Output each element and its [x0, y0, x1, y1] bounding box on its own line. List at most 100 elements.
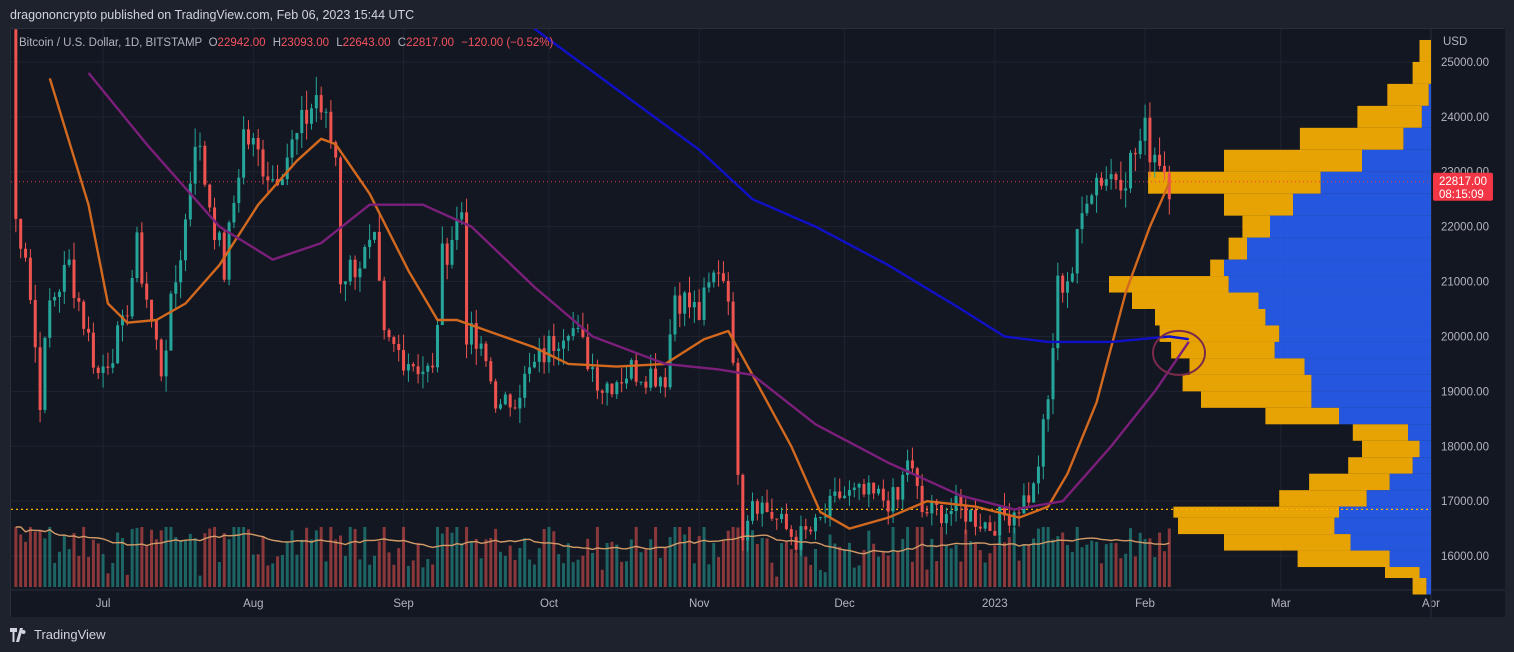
volume-bar	[528, 559, 532, 587]
candle-body	[1095, 177, 1099, 196]
volume-bar	[140, 527, 144, 587]
volume-bar	[794, 553, 798, 587]
volume-bar	[217, 562, 221, 587]
footer-brand[interactable]: TradingView	[10, 627, 106, 642]
candle-body	[82, 301, 86, 329]
volume-bar	[174, 536, 178, 587]
candle-body	[28, 257, 32, 300]
volume-bar	[862, 550, 866, 587]
volume-bar	[1114, 543, 1118, 587]
candle-body	[973, 510, 977, 527]
open-label: O	[208, 37, 218, 49]
volume-profile-up-bar	[1389, 473, 1431, 491]
candle-body	[392, 337, 396, 344]
currency-label: USD	[1443, 36, 1467, 48]
candle-body	[208, 184, 212, 208]
change-value: −120.00 (−0.52%)	[461, 37, 554, 49]
candle-body	[910, 460, 914, 469]
y-tick-label: 17000.00	[1441, 496, 1489, 508]
volume-bar	[843, 549, 847, 587]
volume-bar	[474, 538, 478, 587]
volume-bar	[964, 529, 968, 587]
volume-bar	[72, 532, 76, 587]
candle-body	[135, 232, 139, 278]
volume-bar	[547, 527, 551, 587]
chart-panel[interactable]: 25000.00 24000.00 23000.00 22000.00 21000.00…	[10, 28, 1505, 617]
open-value: 22942.00	[217, 37, 266, 49]
volume-profile-down-bar	[1210, 259, 1224, 277]
volume-bar	[125, 574, 129, 587]
candle-body	[1046, 399, 1050, 420]
volume-bar	[1022, 544, 1026, 587]
volume-bar	[406, 565, 410, 587]
high-label: H	[272, 37, 282, 49]
candle-body	[920, 485, 924, 513]
volume-profile-down-bar	[1155, 309, 1266, 326]
symbol-label: Bitcoin / U.S. Dollar, 1D, BITSTAMP	[19, 37, 203, 49]
indicator-line	[48, 78, 1171, 530]
candle-body	[600, 390, 604, 393]
volume-bar	[353, 529, 357, 587]
volume-bar	[106, 573, 110, 587]
price-chart[interactable]: 25000.0024000.0023000.0022000.0021000.00…	[11, 29, 1505, 617]
volume-bar	[523, 538, 527, 587]
volume-bar	[38, 530, 42, 587]
volume-bar	[1109, 542, 1113, 587]
candle-body	[1099, 177, 1103, 186]
volume-profile-up-bar	[1293, 193, 1431, 216]
bar-countdown: 08:15:09	[1439, 189, 1484, 201]
candle-body	[901, 474, 905, 500]
volume-profile-down-bar	[1412, 61, 1431, 84]
volume-bar	[203, 533, 207, 587]
volume-profile-up-bar	[1334, 517, 1431, 535]
candle-body	[1051, 348, 1055, 400]
volume-profile-up-bar	[1419, 567, 1431, 579]
volume-bar	[920, 527, 924, 587]
volume-bar	[392, 564, 396, 587]
volume-profile-up-bar	[1270, 215, 1431, 238]
volume-bar	[644, 549, 648, 587]
volume-bar	[1032, 538, 1036, 587]
volume-bar	[24, 541, 28, 587]
volume-bar	[28, 527, 32, 587]
volume-bar	[1012, 527, 1016, 587]
volume-bar	[615, 544, 619, 587]
candle-body	[1158, 154, 1162, 166]
candle-body	[1066, 281, 1070, 293]
volume-bar	[969, 541, 973, 587]
candle-body	[24, 248, 28, 258]
volume-bar	[780, 543, 784, 587]
volume-bar	[169, 527, 173, 587]
volume-bar	[1099, 563, 1103, 587]
volume-bar	[930, 538, 934, 587]
candle-body	[862, 483, 866, 495]
volume-ma-line	[15, 526, 1170, 555]
candle-body	[765, 502, 769, 512]
volume-bar	[542, 529, 546, 587]
circle-highlight-annotation[interactable]	[1151, 329, 1206, 376]
volume-bar	[1129, 528, 1133, 587]
candle-body	[852, 487, 856, 490]
candle-body	[406, 364, 410, 371]
candle-body	[140, 232, 144, 284]
low-label: L	[336, 37, 343, 49]
candle-body	[1061, 275, 1065, 293]
candle-body	[775, 518, 779, 520]
candle-body	[1148, 117, 1152, 163]
candle-body	[469, 323, 473, 345]
volume-bar	[857, 565, 861, 587]
volume-bar	[789, 549, 793, 587]
candle-body	[1090, 195, 1094, 204]
candle-body	[818, 517, 822, 519]
candle-body	[1075, 229, 1079, 274]
candle-body	[537, 348, 541, 362]
volume-bar	[494, 528, 498, 587]
volume-bar	[358, 559, 362, 587]
volume-bar	[387, 552, 391, 587]
volume-profile-up-bar	[1311, 391, 1431, 408]
volume-bar	[1138, 532, 1142, 587]
candle-body	[988, 522, 992, 531]
candle-body	[736, 362, 740, 475]
volume-profile-down-bar	[1148, 171, 1321, 194]
candle-body	[57, 291, 61, 297]
